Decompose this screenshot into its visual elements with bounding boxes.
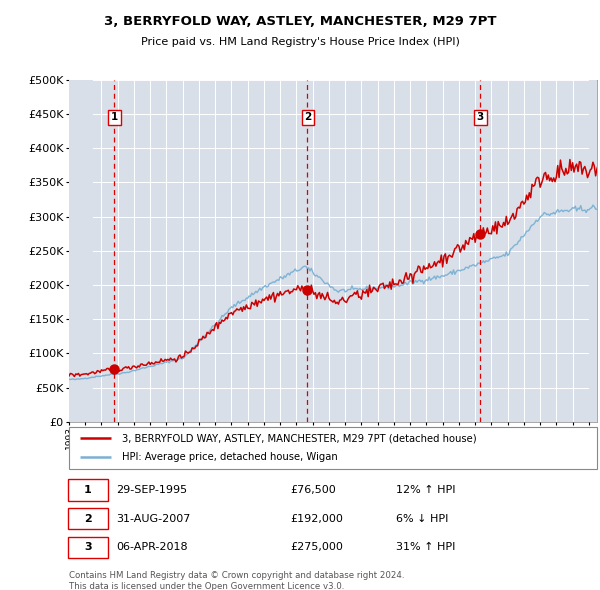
Text: Price paid vs. HM Land Registry's House Price Index (HPI): Price paid vs. HM Land Registry's House … [140,37,460,47]
Text: £76,500: £76,500 [291,485,337,495]
Text: £275,000: £275,000 [291,542,344,552]
Text: 2: 2 [305,112,312,122]
Text: 2: 2 [84,514,92,523]
FancyBboxPatch shape [68,536,107,558]
Text: 3, BERRYFOLD WAY, ASTLEY, MANCHESTER, M29 7PT (detached house): 3, BERRYFOLD WAY, ASTLEY, MANCHESTER, M2… [122,434,476,444]
Text: 3: 3 [477,112,484,122]
Text: HPI: Average price, detached house, Wigan: HPI: Average price, detached house, Wiga… [122,452,338,462]
FancyBboxPatch shape [68,479,107,501]
Text: 31% ↑ HPI: 31% ↑ HPI [397,542,456,552]
FancyBboxPatch shape [69,427,597,469]
Text: Contains HM Land Registry data © Crown copyright and database right 2024.
This d: Contains HM Land Registry data © Crown c… [69,571,404,590]
Text: 29-SEP-1995: 29-SEP-1995 [116,485,188,495]
Bar [69,80,94,422]
Text: £192,000: £192,000 [291,514,344,523]
Text: 31-AUG-2007: 31-AUG-2007 [116,514,191,523]
Text: 1: 1 [111,112,118,122]
Text: 1: 1 [84,485,92,495]
Text: 3, BERRYFOLD WAY, ASTLEY, MANCHESTER, M29 7PT: 3, BERRYFOLD WAY, ASTLEY, MANCHESTER, M2… [104,15,496,28]
Text: 3: 3 [84,542,92,552]
Text: 12% ↑ HPI: 12% ↑ HPI [397,485,456,495]
Text: 6% ↓ HPI: 6% ↓ HPI [397,514,449,523]
FancyBboxPatch shape [68,508,107,529]
Bar [589,80,600,422]
Text: 06-APR-2018: 06-APR-2018 [116,542,188,552]
